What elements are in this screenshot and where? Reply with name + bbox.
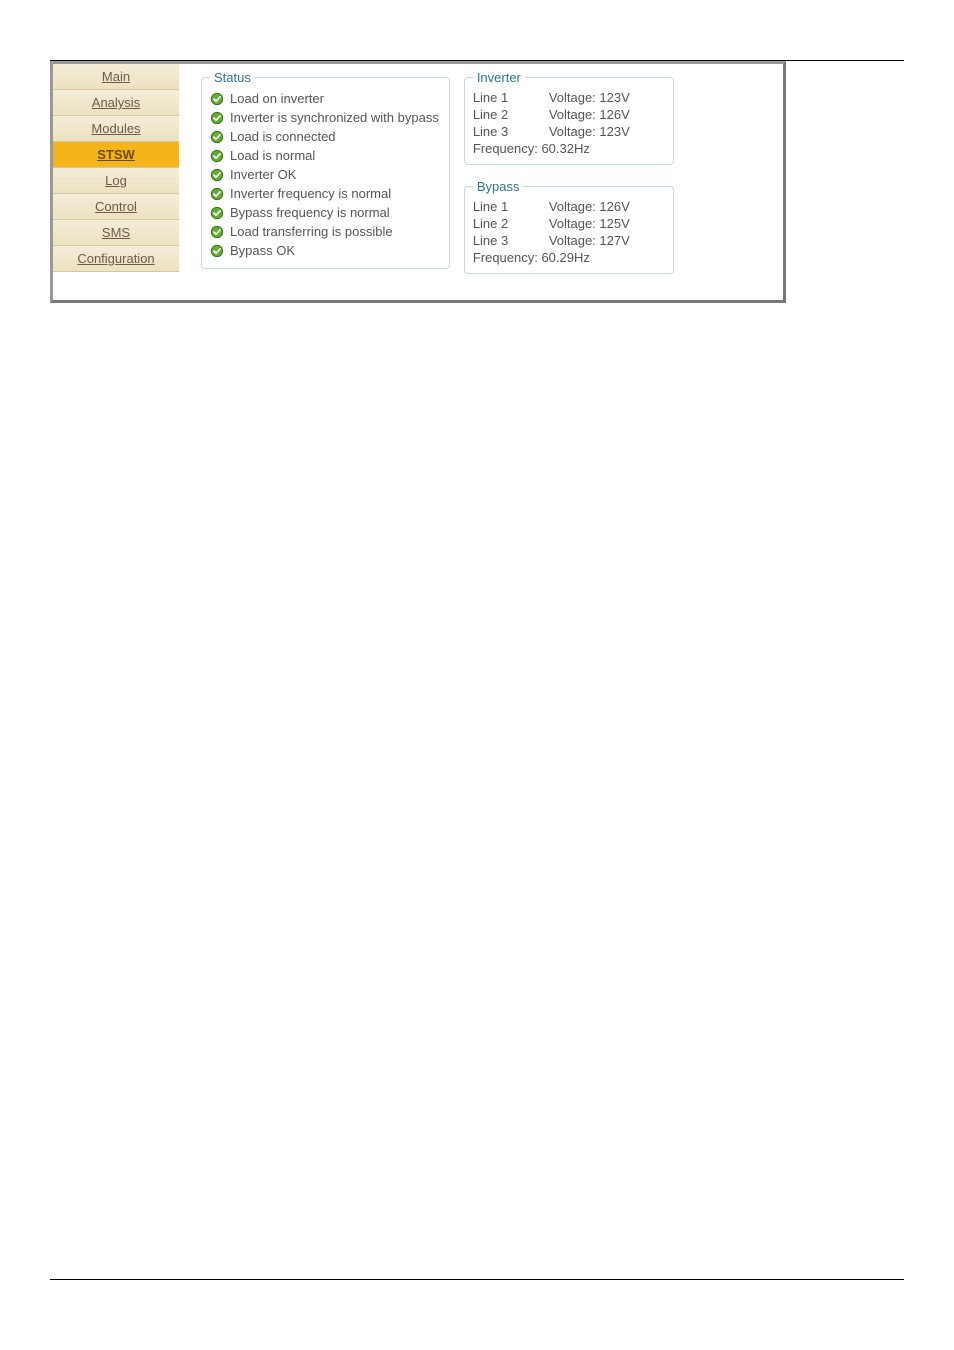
line-value: Voltage: 125V [549, 216, 630, 231]
status-row: Load is normal [210, 146, 439, 165]
status-text: Inverter OK [230, 167, 296, 182]
check-icon [210, 149, 224, 163]
left-column: Status Load on inverter Inverter is sync… [201, 70, 450, 288]
content-area: Status Load on inverter Inverter is sync… [179, 64, 783, 300]
check-icon [210, 168, 224, 182]
nav-item-modules[interactable]: Modules [53, 116, 179, 142]
status-text: Inverter is synchronized with bypass [230, 110, 439, 125]
inverter-line-row: Line 1 Voltage: 123V [473, 89, 663, 106]
nav-item-main[interactable]: Main [53, 64, 179, 90]
nav-item-analysis[interactable]: Analysis [53, 90, 179, 116]
check-icon [210, 206, 224, 220]
status-text: Bypass OK [230, 243, 295, 258]
bypass-frequency: Frequency: 60.29Hz [473, 249, 663, 265]
check-icon [210, 92, 224, 106]
line-label: Line 2 [473, 216, 529, 231]
status-text: Load transferring is possible [230, 224, 393, 239]
status-row: Inverter OK [210, 165, 439, 184]
nav-item-configuration[interactable]: Configuration [53, 246, 179, 272]
check-icon [210, 187, 224, 201]
status-group: Status Load on inverter Inverter is sync… [201, 70, 450, 269]
right-column: Inverter Line 1 Voltage: 123V Line 2 Vol… [464, 70, 674, 288]
status-text: Load on inverter [230, 91, 324, 106]
inverter-legend: Inverter [473, 70, 525, 85]
check-icon [210, 130, 224, 144]
bypass-line-row: Line 3 Voltage: 127V [473, 232, 663, 249]
inverter-group: Inverter Line 1 Voltage: 123V Line 2 Vol… [464, 70, 674, 165]
line-value: Voltage: 127V [549, 233, 630, 248]
bypass-line-row: Line 2 Voltage: 125V [473, 215, 663, 232]
nav-item-control[interactable]: Control [53, 194, 179, 220]
sidebar-nav: Main Analysis Modules STSW Log Control S… [53, 64, 179, 272]
status-row: Inverter frequency is normal [210, 184, 439, 203]
inverter-line-row: Line 3 Voltage: 123V [473, 123, 663, 140]
ui-frame: Main Analysis Modules STSW Log Control S… [50, 61, 786, 303]
line-value: Voltage: 123V [549, 90, 630, 105]
status-text: Inverter frequency is normal [230, 186, 391, 201]
nav-item-stsw[interactable]: STSW [53, 142, 179, 168]
line-label: Line 3 [473, 124, 529, 139]
nav-item-sms[interactable]: SMS [53, 220, 179, 246]
line-label: Line 3 [473, 233, 529, 248]
line-value: Voltage: 126V [549, 107, 630, 122]
line-value: Voltage: 126V [549, 199, 630, 214]
check-icon [210, 244, 224, 258]
status-text: Load is connected [230, 129, 336, 144]
bottom-horizontal-rule [50, 1279, 904, 1280]
check-icon [210, 225, 224, 239]
status-row: Load on inverter [210, 89, 439, 108]
bypass-legend: Bypass [473, 179, 524, 194]
line-label: Line 1 [473, 90, 529, 105]
status-legend: Status [210, 70, 255, 85]
line-label: Line 2 [473, 107, 529, 122]
inverter-frequency: Frequency: 60.32Hz [473, 140, 663, 156]
line-value: Voltage: 123V [549, 124, 630, 139]
status-text: Bypass frequency is normal [230, 205, 390, 220]
inverter-line-row: Line 2 Voltage: 126V [473, 106, 663, 123]
status-row: Load transferring is possible [210, 222, 439, 241]
nav-item-log[interactable]: Log [53, 168, 179, 194]
status-row: Load is connected [210, 127, 439, 146]
check-icon [210, 111, 224, 125]
status-row: Inverter is synchronized with bypass [210, 108, 439, 127]
line-label: Line 1 [473, 199, 529, 214]
status-row: Bypass OK [210, 241, 439, 260]
status-text: Load is normal [230, 148, 315, 163]
bypass-line-row: Line 1 Voltage: 126V [473, 198, 663, 215]
bypass-group: Bypass Line 1 Voltage: 126V Line 2 Volta… [464, 179, 674, 274]
status-row: Bypass frequency is normal [210, 203, 439, 222]
page: Main Analysis Modules STSW Log Control S… [0, 0, 954, 1350]
